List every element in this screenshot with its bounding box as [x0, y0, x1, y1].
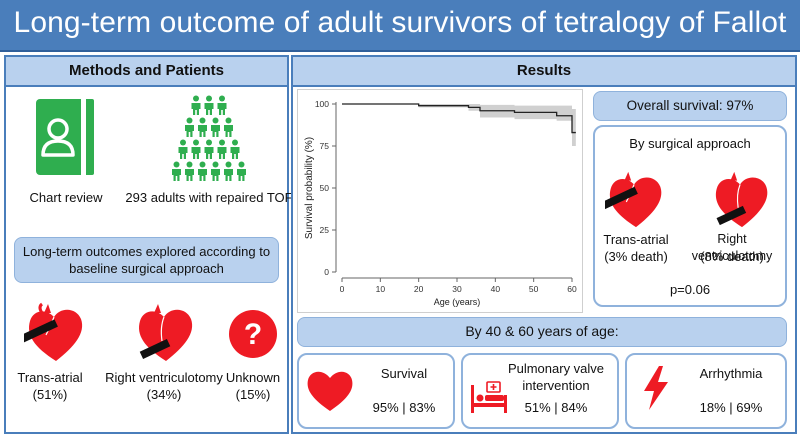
y-tick-label: 0	[324, 267, 329, 277]
y-axis-label: Survival probability (%)	[304, 137, 315, 239]
person-icon	[230, 139, 240, 159]
x-tick-label: 50	[529, 284, 539, 294]
x-axis-label: Age (years)	[434, 297, 481, 307]
result-trans-atrial-death: (3% death)	[604, 249, 668, 264]
by-approach-title: By surgical approach	[629, 136, 751, 151]
title-bar: Long-term outcome of adult survivors of …	[0, 0, 800, 52]
metric-pulmonary-label-line2: intervention	[522, 378, 590, 393]
approach-unknown-name: Unknown	[225, 370, 281, 385]
methods-heading: Methods and Patients	[6, 57, 287, 87]
chart-review-label: Chart review	[29, 190, 103, 205]
p-value: p=0.06	[669, 282, 711, 297]
metric-pulmonary-value: 51% | 84%	[524, 400, 588, 415]
hospital-bed-icon	[471, 381, 507, 413]
metric-card-pulmonary-valve: Pulmonary valve intervention 51% | 84%	[461, 353, 619, 429]
x-tick-label: 10	[376, 284, 386, 294]
methods-panel: Methods and Patients Chart review 293 ad…	[4, 55, 293, 434]
x-tick-label: 20	[414, 284, 424, 294]
y-tick-label: 50	[320, 183, 330, 193]
by-age-heading: By 40 & 60 years of age:	[297, 317, 787, 347]
survival-line	[342, 103, 576, 134]
person-icon	[191, 139, 201, 159]
metric-card-arrhythmia: Arrhythmia 18% | 69%	[625, 353, 787, 429]
metric-card-survival: Survival 95% | 83%	[297, 353, 455, 429]
by-approach-card: By surgical approach Trans-atrial (3% de…	[593, 125, 787, 307]
person-icon	[185, 117, 194, 137]
outcomes-box-line2: baseline surgical approach	[69, 261, 224, 276]
x-tick-label: 30	[452, 284, 462, 294]
approach-trans-atrial-name: Trans-atrial	[17, 370, 83, 385]
metric-survival-value: 95% | 83%	[372, 400, 436, 415]
person-icon	[217, 139, 227, 159]
person-icon	[217, 95, 227, 115]
metric-arrhythmia-label: Arrhythmia	[699, 366, 763, 381]
overall-survival-box: Overall survival: 97%	[593, 91, 787, 121]
survival-chart: 0 10 20 30 40 50 60 0 25 50 75 100 Age (years) Surviv…	[304, 99, 577, 307]
people-group-icon	[172, 95, 246, 181]
cohort-label: 293 adults with repaired TOF	[125, 190, 293, 205]
result-ventriculotomy-death: (8% death)	[700, 249, 764, 264]
heart-trans-atrial-icon	[24, 302, 83, 361]
person-icon	[204, 95, 214, 115]
person-icon	[237, 161, 246, 181]
y-tick-label: 75	[320, 141, 330, 151]
person-icon	[172, 161, 181, 181]
result-trans-atrial-name: Trans-atrial	[603, 232, 669, 247]
metric-survival-label: Survival	[380, 366, 428, 381]
person-icon	[178, 139, 188, 159]
approach-unknown-pct: (15%)	[235, 387, 271, 402]
approach-trans-atrial-pct: (51%)	[32, 387, 68, 402]
person-icon	[211, 117, 220, 137]
x-tick-label: 0	[340, 284, 345, 294]
person-icon	[204, 139, 214, 159]
y-tick-label: 100	[315, 99, 329, 109]
page-title: Long-term outcome of adult survivors of …	[13, 6, 787, 39]
heart-ventriculotomy-result-icon	[715, 171, 768, 228]
results-heading: Results	[293, 57, 795, 87]
lightning-bolt-icon	[644, 366, 668, 410]
outcomes-box: Long-term outcomes explored according to…	[14, 237, 279, 283]
y-tick-label: 25	[320, 225, 330, 235]
approach-ventriculotomy-pct: (34%)	[146, 387, 182, 402]
survival-chart-frame: 0 10 20 30 40 50 60 0 25 50 75 100 Age (years) Surviv…	[297, 89, 583, 313]
person-icon	[185, 161, 194, 181]
person-icon	[224, 161, 233, 181]
x-tick-label: 40	[491, 284, 501, 294]
person-icon	[191, 95, 201, 115]
metric-pulmonary-label-line1: Pulmonary valve	[507, 361, 605, 376]
person-icon	[211, 161, 220, 181]
heart-icon	[307, 371, 353, 411]
heart-trans-atrial-result-icon	[605, 171, 662, 228]
svg-text:?: ?	[244, 318, 262, 351]
x-tick-label: 60	[567, 284, 577, 294]
result-ventriculotomy-name: Right ventriculotomy	[691, 232, 773, 263]
confidence-band	[342, 104, 576, 170]
approach-ventriculotomy-name: Right ventriculotomy	[105, 370, 223, 385]
person-icon	[198, 161, 207, 181]
outcomes-box-line1: Long-term outcomes explored according to	[22, 244, 271, 259]
unknown-question-icon: ?	[229, 310, 277, 358]
person-icon	[198, 117, 207, 137]
person-icon	[224, 117, 233, 137]
heart-ventriculotomy-icon	[139, 304, 193, 361]
metric-arrhythmia-value: 18% | 69%	[699, 400, 763, 415]
chart-review-icon	[36, 99, 94, 175]
results-panel: Results 0 10 20 30 40 50 60 0 25 50 75 100 Age (year…	[291, 55, 797, 434]
